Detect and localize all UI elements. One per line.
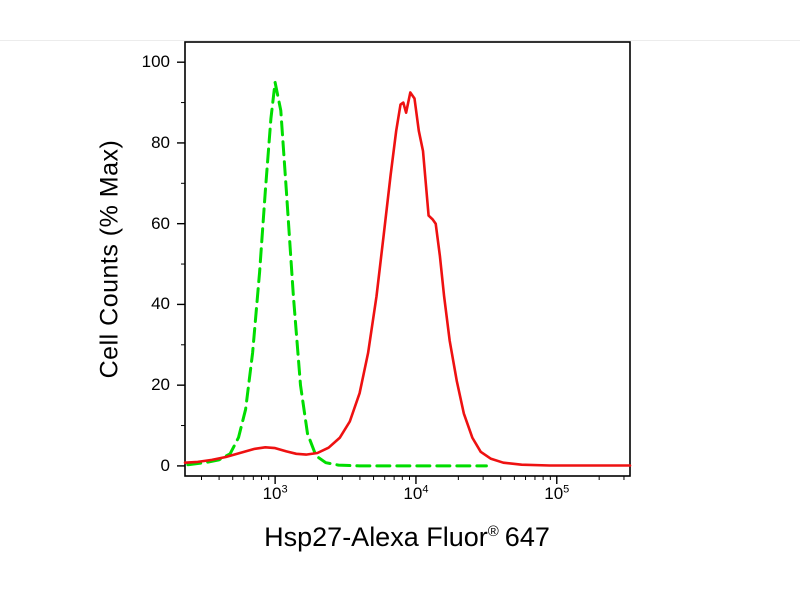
x-tick-exponent: 4	[422, 483, 429, 496]
x-tick-base: 10	[262, 484, 282, 503]
x-tick-label: 104	[403, 484, 428, 504]
x-axis-label-main: Hsp27-Alexa Fluor	[264, 522, 488, 552]
y-tick-label: 40	[151, 294, 170, 314]
axes-frame	[184, 41, 631, 477]
x-tick-label: 105	[544, 484, 569, 504]
x-tick-label: 103	[263, 484, 288, 504]
x-axis-label-suffix: 647	[504, 522, 550, 552]
x-tick-exponent: 3	[281, 483, 288, 496]
series-green-dashed	[186, 80, 488, 468]
registered-trademark-symbol: ®	[487, 523, 499, 540]
y-tick-label: 0	[160, 455, 170, 475]
x-tick-base: 10	[544, 484, 564, 503]
x-tick-exponent: 5	[563, 483, 570, 496]
y-tick-label: 100	[141, 52, 170, 72]
y-tick-label: 80	[151, 132, 170, 152]
y-axis-label: Cell Counts (% Max)	[95, 139, 124, 379]
page-divider	[0, 40, 800, 41]
x-axis-label: Hsp27-Alexa Fluor® 647	[264, 522, 550, 553]
y-tick-label: 60	[151, 213, 170, 233]
series-red-solid	[183, 91, 632, 467]
y-tick-label: 20	[151, 375, 170, 395]
x-tick-base: 10	[403, 484, 423, 503]
